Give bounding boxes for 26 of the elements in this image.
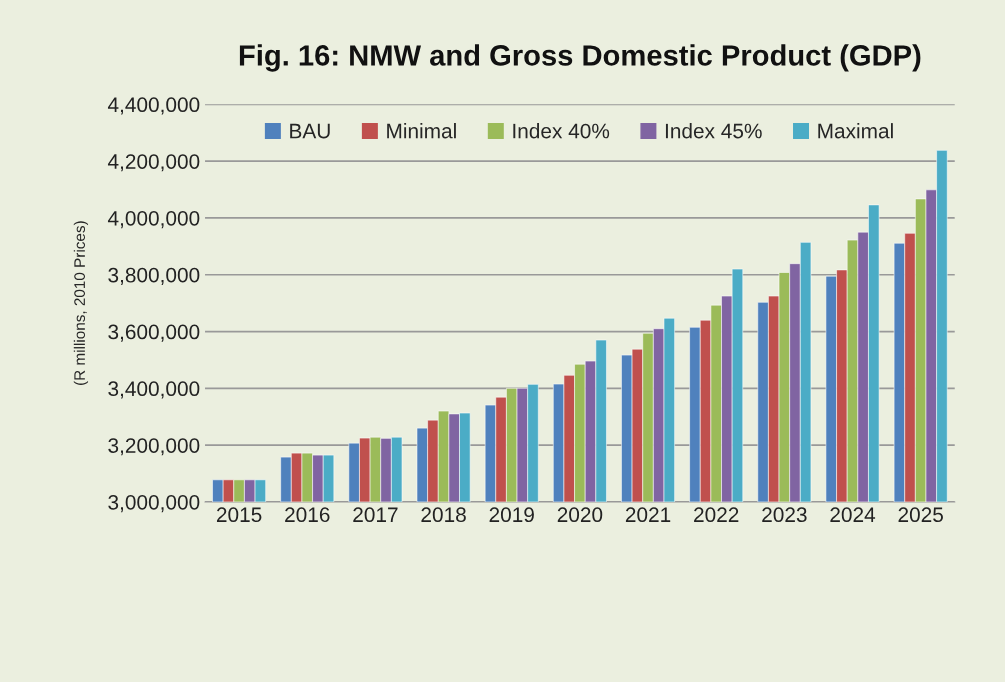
y-tick-label: 4,000,000: [107, 210, 200, 229]
legend-label: Minimal: [387, 123, 456, 139]
x-tick-label: 2025: [898, 507, 943, 523]
legend-label: BAU: [290, 123, 330, 139]
x-tick-label: 2018: [421, 507, 466, 523]
x-tick-label: 2015: [216, 507, 262, 523]
x-tick-label: 2023: [762, 507, 807, 523]
legend-label: Index 40%: [513, 123, 610, 139]
legend-label: Maximal: [818, 123, 893, 139]
x-tick-label: 2017: [353, 507, 398, 523]
y-tick-label: 3,000,000: [108, 494, 200, 513]
x-tick-label: 2024: [830, 507, 876, 523]
y-tick-label: 4,400,000: [107, 97, 200, 115]
x-tick-label: 2016: [285, 507, 330, 523]
chart-title: Fig. 16: NMW and Gross Domestic Product (GDP): [239, 44, 921, 72]
y-tick-label: 3,400,000: [108, 381, 200, 399]
x-tick-label: 2022: [694, 507, 739, 523]
x-tick-label: 2020: [557, 507, 603, 523]
x-tick-label: 2019: [489, 507, 534, 523]
y-tick-label: 3,200,000: [108, 438, 200, 456]
y-tick-label: 3,800,000: [108, 267, 200, 285]
y-tick-label: 4,200,000: [107, 154, 200, 172]
legend-label: Index 45%: [665, 123, 762, 139]
x-tick-label: 2021: [625, 507, 671, 523]
y-tick-label: 3,600,000: [108, 324, 200, 342]
y-axis-title: (R millions, 2010 Prices): [73, 221, 89, 385]
